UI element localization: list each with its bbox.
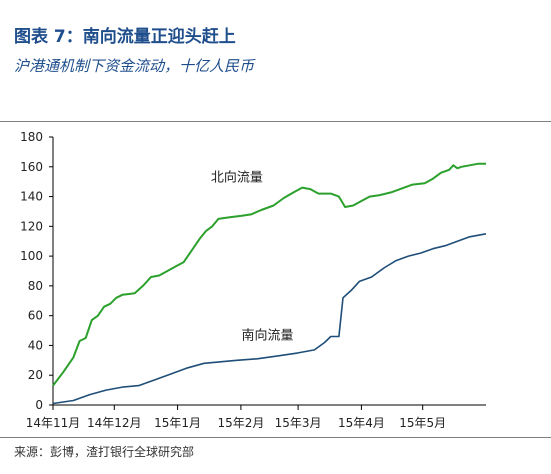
- y-tick-label: 160: [20, 160, 43, 174]
- x-tick-label: 15年1月: [154, 416, 201, 430]
- top-divider: [0, 121, 551, 122]
- x-tick-label: 14年11月: [26, 416, 81, 430]
- line-chart: 0 20 40 60 80 100 120 140 160 180 14年11月 14年12月 15年1…: [20, 130, 487, 430]
- y-tick-label: 120: [20, 219, 43, 233]
- x-tick-label: 15年4月: [338, 416, 385, 430]
- y-tick-label: 140: [20, 190, 43, 204]
- y-tick-label: 0: [35, 398, 43, 412]
- y-tick-label: 100: [20, 249, 43, 263]
- x-tick-label: 15年3月: [275, 416, 322, 430]
- northbound-series-line: [52, 162, 486, 387]
- southbound-series-line: [52, 233, 487, 405]
- chart-subtitle: 沪港通机制下资金流动，十亿人民币: [14, 57, 255, 75]
- source-note: 来源：彭博，渣打银行全球研究部: [14, 445, 195, 459]
- y-tick-label: 60: [28, 309, 43, 323]
- y-tick-label: 80: [28, 279, 43, 293]
- x-tick-label: 14年12月: [87, 416, 142, 430]
- northbound-series-label: 北向流量: [211, 170, 263, 186]
- y-tick-label: 180: [20, 130, 43, 144]
- y-tick-label: 40: [28, 338, 43, 352]
- southbound-series-label: 南向流量: [241, 327, 293, 343]
- bottom-divider: [0, 437, 551, 438]
- x-tick-label: 15年5月: [399, 416, 446, 430]
- x-tick-label: 15年2月: [217, 416, 264, 430]
- chart-title: 图表 7：南向流量正迎头赶上: [14, 27, 236, 47]
- y-tick-label: 20: [28, 368, 43, 382]
